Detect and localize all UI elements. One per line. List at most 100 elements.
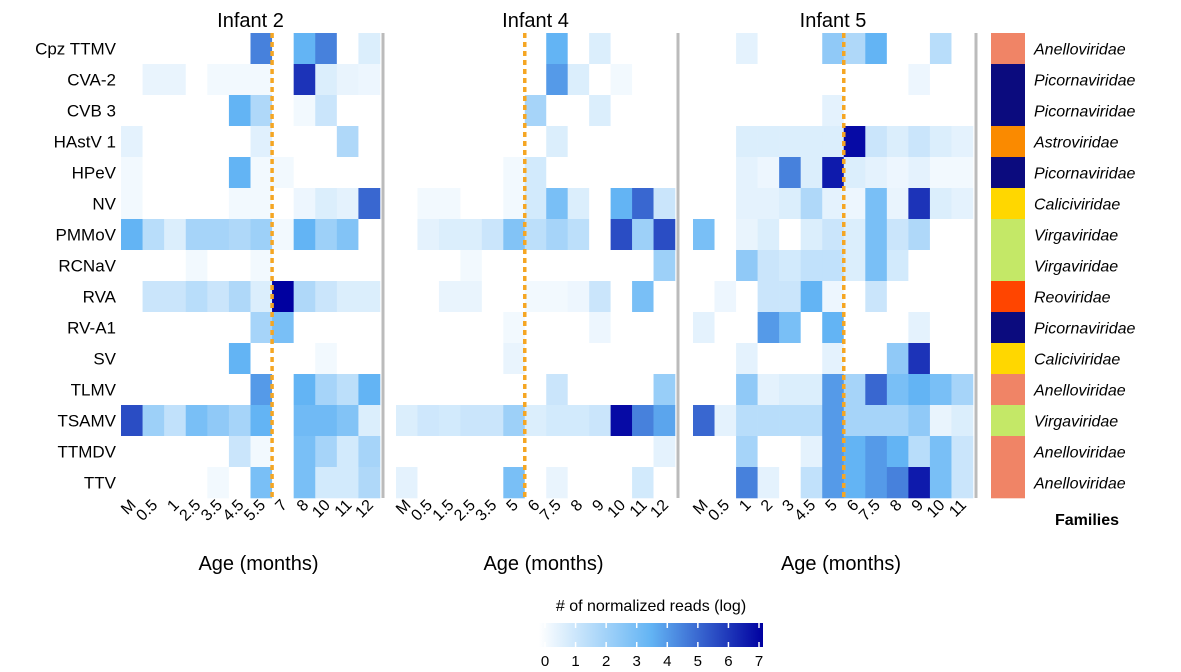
- row-label: TTMDV: [57, 443, 116, 462]
- heatmap-cell: [315, 126, 338, 158]
- heatmap-cell: [396, 219, 418, 251]
- heatmap-cell: [272, 467, 294, 499]
- heatmap-cell: [779, 374, 801, 406]
- family-swatch: [991, 374, 1025, 406]
- heatmap-cell: [396, 374, 418, 406]
- heatmap-cell: [417, 281, 440, 313]
- heatmap-cell: [438, 219, 461, 251]
- heatmap-cell: [886, 157, 909, 189]
- heatmap-cell: [714, 250, 737, 282]
- heatmap-cell: [822, 374, 845, 406]
- heatmap-cell: [438, 95, 461, 127]
- heatmap-cell: [207, 126, 230, 158]
- heatmap-cell: [757, 95, 780, 127]
- heatmap-cell: [417, 467, 440, 499]
- heatmap-cell: [293, 64, 316, 96]
- heatmap-cell: [142, 157, 165, 189]
- heatmap-cell: [121, 467, 143, 499]
- heatmap-cell: [228, 467, 251, 499]
- heatmap-cell: [121, 188, 143, 220]
- heatmap-cell: [503, 312, 526, 344]
- heatmap-cell: [503, 33, 526, 65]
- heatmap-cell: [438, 126, 461, 158]
- heatmap-cell: [185, 343, 208, 375]
- heatmap-cell: [358, 126, 381, 158]
- heatmap-cell: [951, 95, 974, 127]
- heatmap-cell: [822, 33, 845, 65]
- heatmap-cell: [546, 343, 568, 375]
- heatmap-cell: [293, 312, 316, 344]
- heatmap-cell: [589, 405, 611, 437]
- heatmap-cell: [567, 126, 590, 158]
- heatmap-cell: [293, 467, 316, 499]
- heatmap-cell: [736, 436, 758, 468]
- heatmap-cell: [228, 64, 251, 96]
- families-title: Families: [1055, 512, 1119, 529]
- heatmap-cell: [293, 250, 316, 282]
- heatmap-cell: [185, 374, 208, 406]
- heatmap-cell: [336, 157, 359, 189]
- x-axis-label: Age (months): [198, 553, 318, 575]
- heatmap-cell: [481, 374, 504, 406]
- heatmap-cell: [653, 33, 676, 65]
- heatmap-cell: [207, 33, 230, 65]
- heatmap-cell: [460, 157, 483, 189]
- heatmap-cell: [822, 95, 845, 127]
- colorbar-tick-label: 7: [755, 653, 763, 670]
- heatmap-cell: [929, 219, 952, 251]
- heatmap-cell: [822, 188, 845, 220]
- heatmap-cell: [843, 64, 866, 96]
- heatmap-cell: [567, 250, 590, 282]
- heatmap-cell: [417, 436, 440, 468]
- heatmap-cell: [929, 343, 952, 375]
- heatmap-cell: [822, 219, 845, 251]
- heatmap-cell: [951, 188, 974, 220]
- heatmap-cell: [524, 467, 547, 499]
- row-label: HPeV: [72, 164, 117, 183]
- heatmap-cell: [185, 64, 208, 96]
- heatmap-cell: [396, 33, 418, 65]
- heatmap-cell: [908, 95, 931, 127]
- heatmap-cell: [929, 436, 952, 468]
- heatmap-cell: [736, 374, 758, 406]
- heatmap-cell: [164, 219, 187, 251]
- heatmap-cell: [207, 374, 230, 406]
- heatmap-cell: [589, 312, 611, 344]
- heatmap-cell: [185, 219, 208, 251]
- heatmap-cell: [693, 33, 715, 65]
- heatmap-cell: [757, 219, 780, 251]
- heatmap-cell: [822, 64, 845, 96]
- family-label: Anelloviridae: [1033, 445, 1126, 462]
- heatmap-cell: [865, 374, 888, 406]
- colorbar-legend: # of normalized reads (log) 0 1 2 3 4 5 6 7: [539, 598, 763, 670]
- heatmap-cell: [610, 33, 633, 65]
- heatmap-cell: [481, 64, 504, 96]
- heatmap-cell: [185, 188, 208, 220]
- heatmap-cell: [632, 436, 654, 468]
- heatmap-cell: [589, 436, 611, 468]
- heatmap-cell: [779, 33, 801, 65]
- heatmap-cell: [589, 157, 611, 189]
- heatmap-cell: [417, 343, 440, 375]
- heatmap-cell: [886, 343, 909, 375]
- heatmap-cell: [417, 95, 440, 127]
- heatmap-cell: [524, 250, 547, 282]
- heatmap-cell: [121, 126, 143, 158]
- heatmap-cell: [142, 33, 165, 65]
- heatmap-cell: [228, 157, 251, 189]
- heatmap-cell: [272, 126, 294, 158]
- heatmap-cell: [336, 436, 359, 468]
- heatmap-cell: [315, 467, 338, 499]
- heatmap-cell: [800, 188, 823, 220]
- heatmap-cell: [481, 436, 504, 468]
- heatmap-cell: [207, 467, 230, 499]
- heatmap-cell: [843, 312, 866, 344]
- heatmap-cell: [164, 374, 187, 406]
- heatmap-cell: [438, 188, 461, 220]
- heatmap-cell: [546, 188, 568, 220]
- heatmap-cell: [438, 250, 461, 282]
- heatmap-cell: [610, 95, 633, 127]
- x-tick-label: 0.5: [133, 497, 161, 525]
- heatmap-cell: [164, 467, 187, 499]
- x-tick-label: 8: [568, 497, 586, 515]
